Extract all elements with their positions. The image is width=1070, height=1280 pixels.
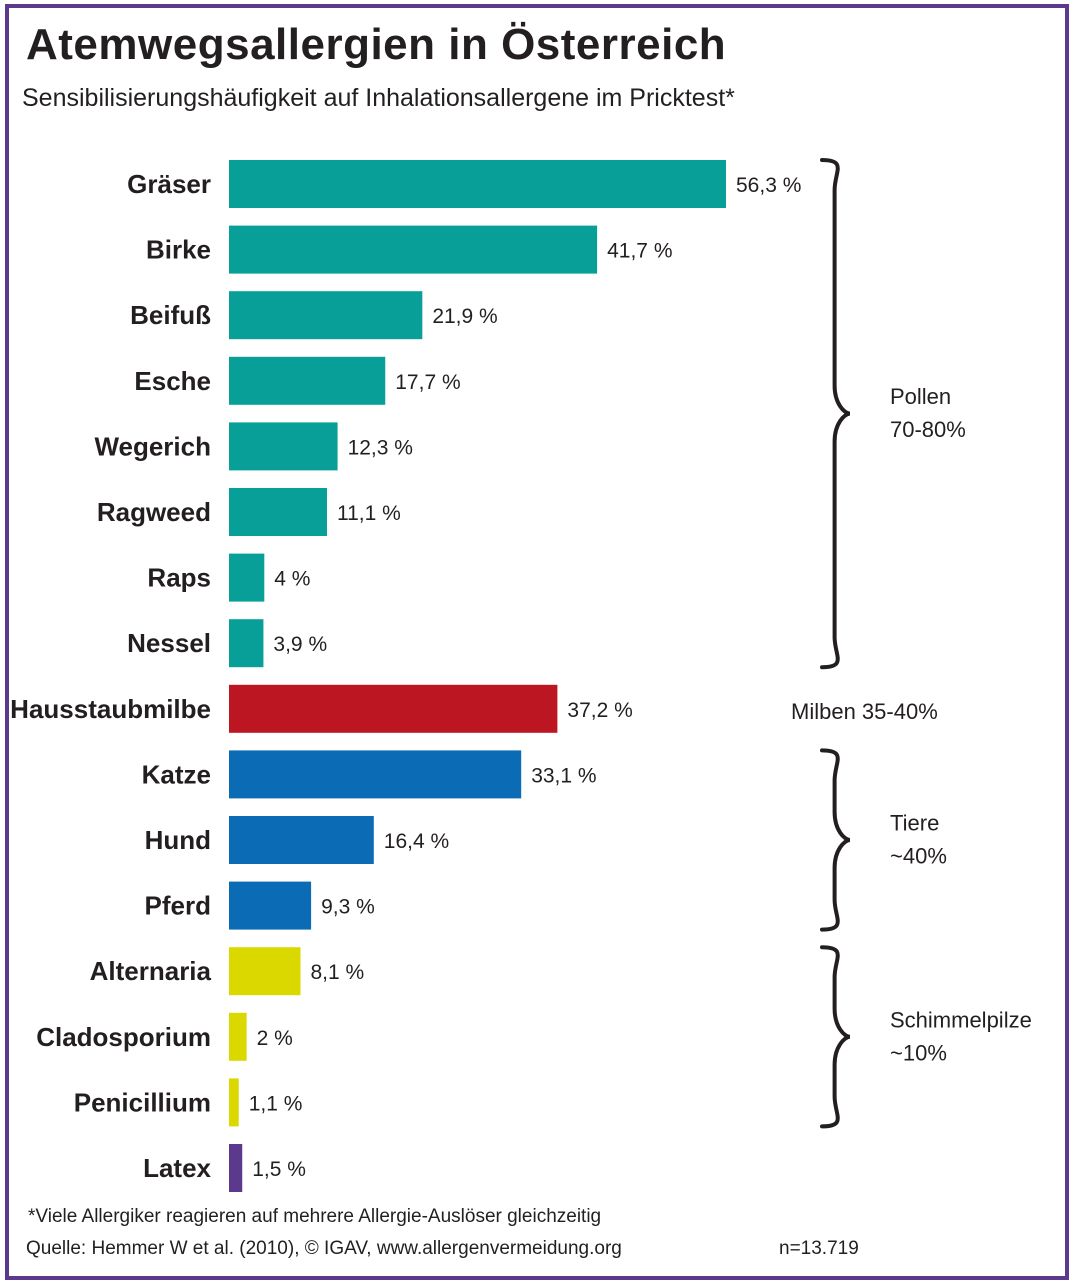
bar-latex — [229, 1144, 243, 1192]
bar-pferd — [229, 881, 312, 930]
category-label-hausstaubmilbe: Hausstaubmilbe — [10, 694, 211, 724]
value-label-katze: 33,1 % — [531, 764, 596, 787]
bar-cladosporium — [229, 1012, 247, 1061]
bar-penicillium — [229, 1078, 239, 1127]
bar-beifu- — [229, 291, 423, 340]
category-label-esche: Esche — [134, 366, 211, 396]
group-label-pollen-1: 70-80% — [890, 417, 966, 442]
value-label-beifu-: 21,9 % — [432, 305, 497, 328]
category-label-penicillium: Penicillium — [74, 1087, 211, 1117]
bar-hund — [229, 816, 374, 864]
group-label-milben-35-40-: Milben 35-40% — [791, 699, 938, 724]
category-label-latex: Latex — [143, 1153, 211, 1183]
chart-frame — [5, 4, 1069, 1280]
brace-pollen — [820, 158, 851, 670]
brace-tiere — [820, 748, 851, 932]
bar-birke — [229, 225, 598, 274]
category-label-hund: Hund — [145, 825, 211, 855]
value-label-hund: 16,4 % — [384, 830, 449, 853]
value-label-wegerich: 12,3 % — [348, 436, 413, 459]
group-label-tiere-0: Tiere — [890, 811, 939, 836]
value-label-ragweed: 11,1 % — [337, 502, 401, 525]
sample-size: n=13.719 — [779, 1238, 859, 1259]
category-label-birke: Birke — [146, 235, 211, 265]
bar-raps — [229, 553, 265, 602]
value-label-pferd: 9,3 % — [321, 896, 375, 919]
bar-hausstaubmilbe — [229, 684, 558, 733]
category-label-katze: Katze — [142, 759, 211, 789]
group-label-schimmelpilze-1: ~10% — [890, 1040, 947, 1065]
value-label-hausstaubmilbe: 37,2 % — [567, 699, 632, 722]
value-label-esche: 17,7 % — [395, 371, 460, 394]
value-label-birke: 41,7 % — [607, 240, 672, 263]
category-label-gr-ser: Gräser — [127, 169, 211, 199]
brace-schimmelpilze — [820, 945, 851, 1129]
category-label-wegerich: Wegerich — [94, 431, 211, 461]
category-label-raps: Raps — [147, 563, 211, 593]
value-label-latex: 1,5 % — [252, 1158, 306, 1181]
group-label-schimmelpilze-0: Schimmelpilze — [890, 1007, 1032, 1032]
group-label-tiere-1: ~40% — [890, 844, 947, 869]
value-label-cladosporium: 2 % — [257, 1027, 293, 1050]
category-label-alternaria: Alternaria — [90, 956, 212, 986]
bar-esche — [229, 356, 386, 405]
bar-katze — [229, 750, 522, 799]
value-label-raps: 4 % — [274, 568, 310, 591]
group-label-pollen-0: Pollen — [890, 384, 951, 409]
value-label-alternaria: 8,1 % — [311, 961, 365, 984]
bar-chart: Gräser 56,3 % Birke 41,7 % Beifuß 21,9 % Esche… — [10, 158, 1032, 1192]
category-label-cladosporium: Cladosporium — [36, 1022, 211, 1052]
bar-gr-ser — [229, 160, 726, 208]
category-label-pferd: Pferd — [145, 891, 211, 921]
value-label-nessel: 3,9 % — [273, 633, 327, 656]
bar-nessel — [229, 619, 264, 668]
footnote: *Viele Allergiker reagieren auf mehrere … — [28, 1206, 602, 1227]
bar-alternaria — [229, 947, 301, 996]
value-label-penicillium: 1,1 % — [249, 1092, 303, 1115]
bar-ragweed — [229, 488, 327, 536]
category-label-beifu-: Beifuß — [130, 300, 211, 330]
source-note: Quelle: Hemmer W et al. (2010), © IGAV, … — [26, 1238, 622, 1259]
chart-title: Atemwegsallergien in Österreich — [26, 20, 727, 69]
value-label-gr-ser: 56,3 % — [736, 174, 801, 197]
chart-subtitle: Sensibilisierungshäufigkeit auf Inhalati… — [22, 84, 735, 112]
category-label-nessel: Nessel — [127, 628, 211, 658]
bar-wegerich — [229, 422, 338, 471]
category-label-ragweed: Ragweed — [97, 497, 211, 527]
